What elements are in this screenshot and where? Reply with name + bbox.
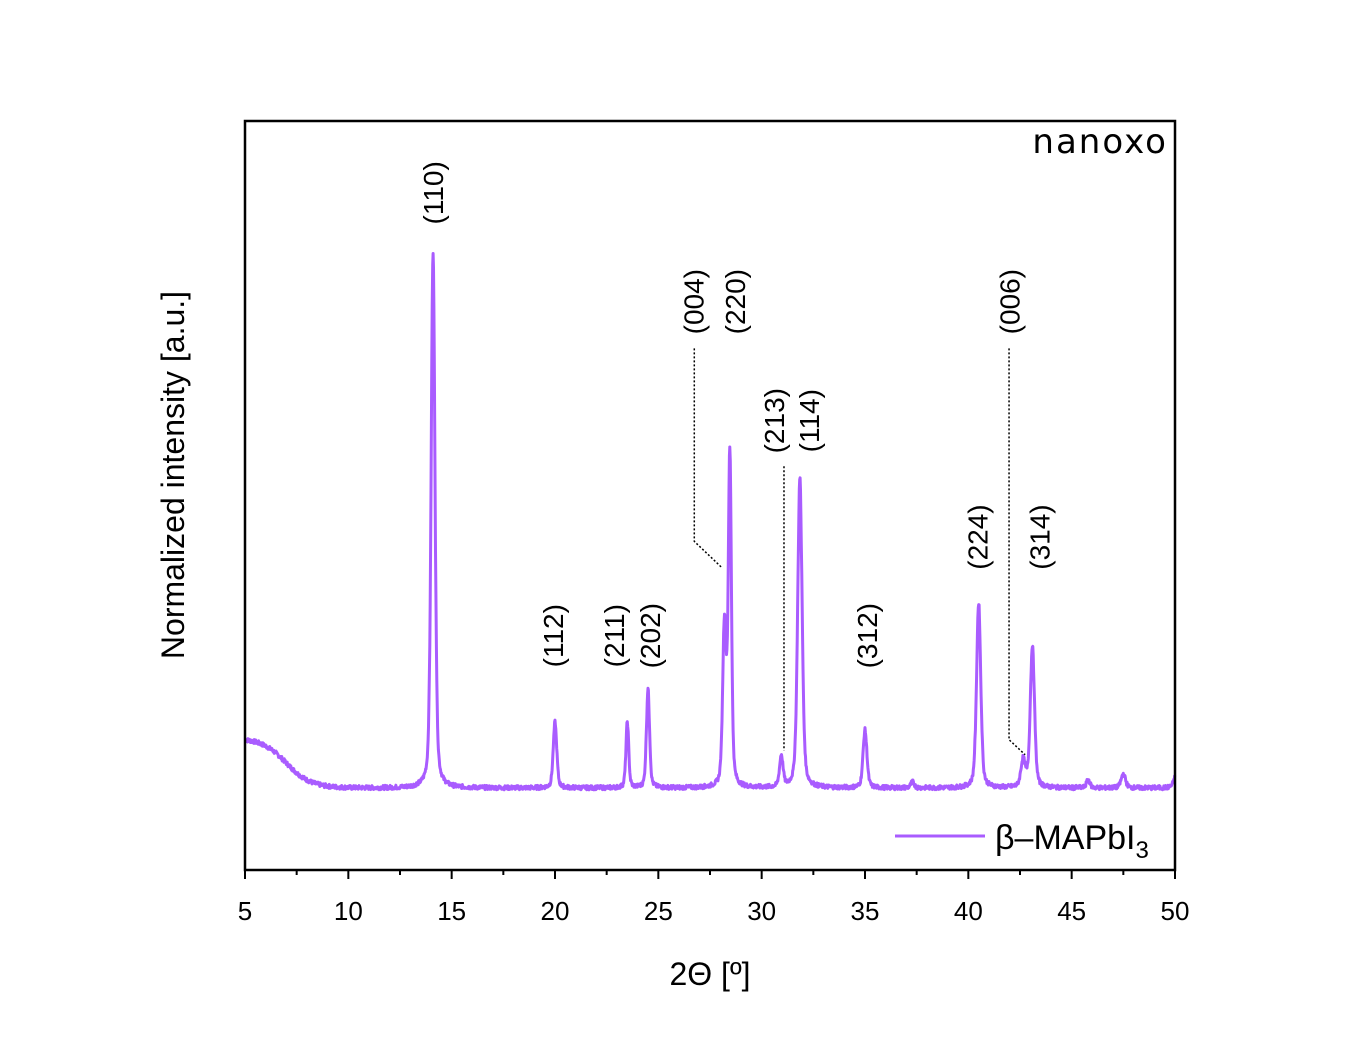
x-axis: 5 10 15 20 25 30 35 40 45 50 bbox=[238, 870, 1190, 926]
peak-label: (112) bbox=[538, 604, 569, 667]
peak-label: (211) bbox=[599, 604, 630, 667]
label-layer: (110) (112) (211) (202) (004) (220) (213) (114)… bbox=[418, 161, 1056, 668]
peak-label: (202) bbox=[635, 603, 666, 668]
curve-layer bbox=[243, 252, 1177, 792]
legend-label-main: β–MAPbI bbox=[995, 819, 1136, 857]
legend-label-sub: 3 bbox=[1136, 837, 1149, 864]
x-axis-title: 2Θ [º] bbox=[669, 956, 750, 992]
peak-label: (220) bbox=[720, 269, 751, 334]
peak-label: (110) bbox=[418, 161, 449, 224]
x-tick-label: 15 bbox=[437, 896, 466, 926]
x-tick-label: 10 bbox=[334, 896, 363, 926]
peak-label: (213) bbox=[759, 388, 790, 453]
peak-label: (004) bbox=[678, 269, 709, 334]
x-tick-label: 50 bbox=[1161, 896, 1190, 926]
x-tick-label: 45 bbox=[1057, 896, 1086, 926]
x-tick-label: 40 bbox=[954, 896, 983, 926]
peak-label: (006) bbox=[995, 269, 1026, 334]
series-line-beta-mapbi3 bbox=[243, 252, 1177, 792]
peak-leader-line bbox=[693, 348, 723, 569]
nanoxo-logo: nanoxo bbox=[1032, 122, 1168, 162]
x-tick-label: 35 bbox=[851, 896, 880, 926]
x-tick-label: 25 bbox=[644, 896, 673, 926]
leader-layer bbox=[693, 348, 1026, 756]
legend: β–MAPbI3 bbox=[895, 819, 1149, 864]
peak-label: (314) bbox=[1025, 504, 1056, 569]
peak-label: (114) bbox=[794, 389, 825, 452]
legend-label: β–MAPbI3 bbox=[995, 819, 1149, 864]
y-axis-title: Normalized intensity [a.u.] bbox=[155, 291, 191, 659]
x-tick-label: 30 bbox=[747, 896, 776, 926]
x-tick-label: 20 bbox=[541, 896, 570, 926]
peak-label: (224) bbox=[963, 504, 994, 569]
peak-leader-line bbox=[1008, 348, 1026, 756]
x-tick-label: 5 bbox=[238, 896, 252, 926]
peak-label: (312) bbox=[852, 603, 883, 668]
